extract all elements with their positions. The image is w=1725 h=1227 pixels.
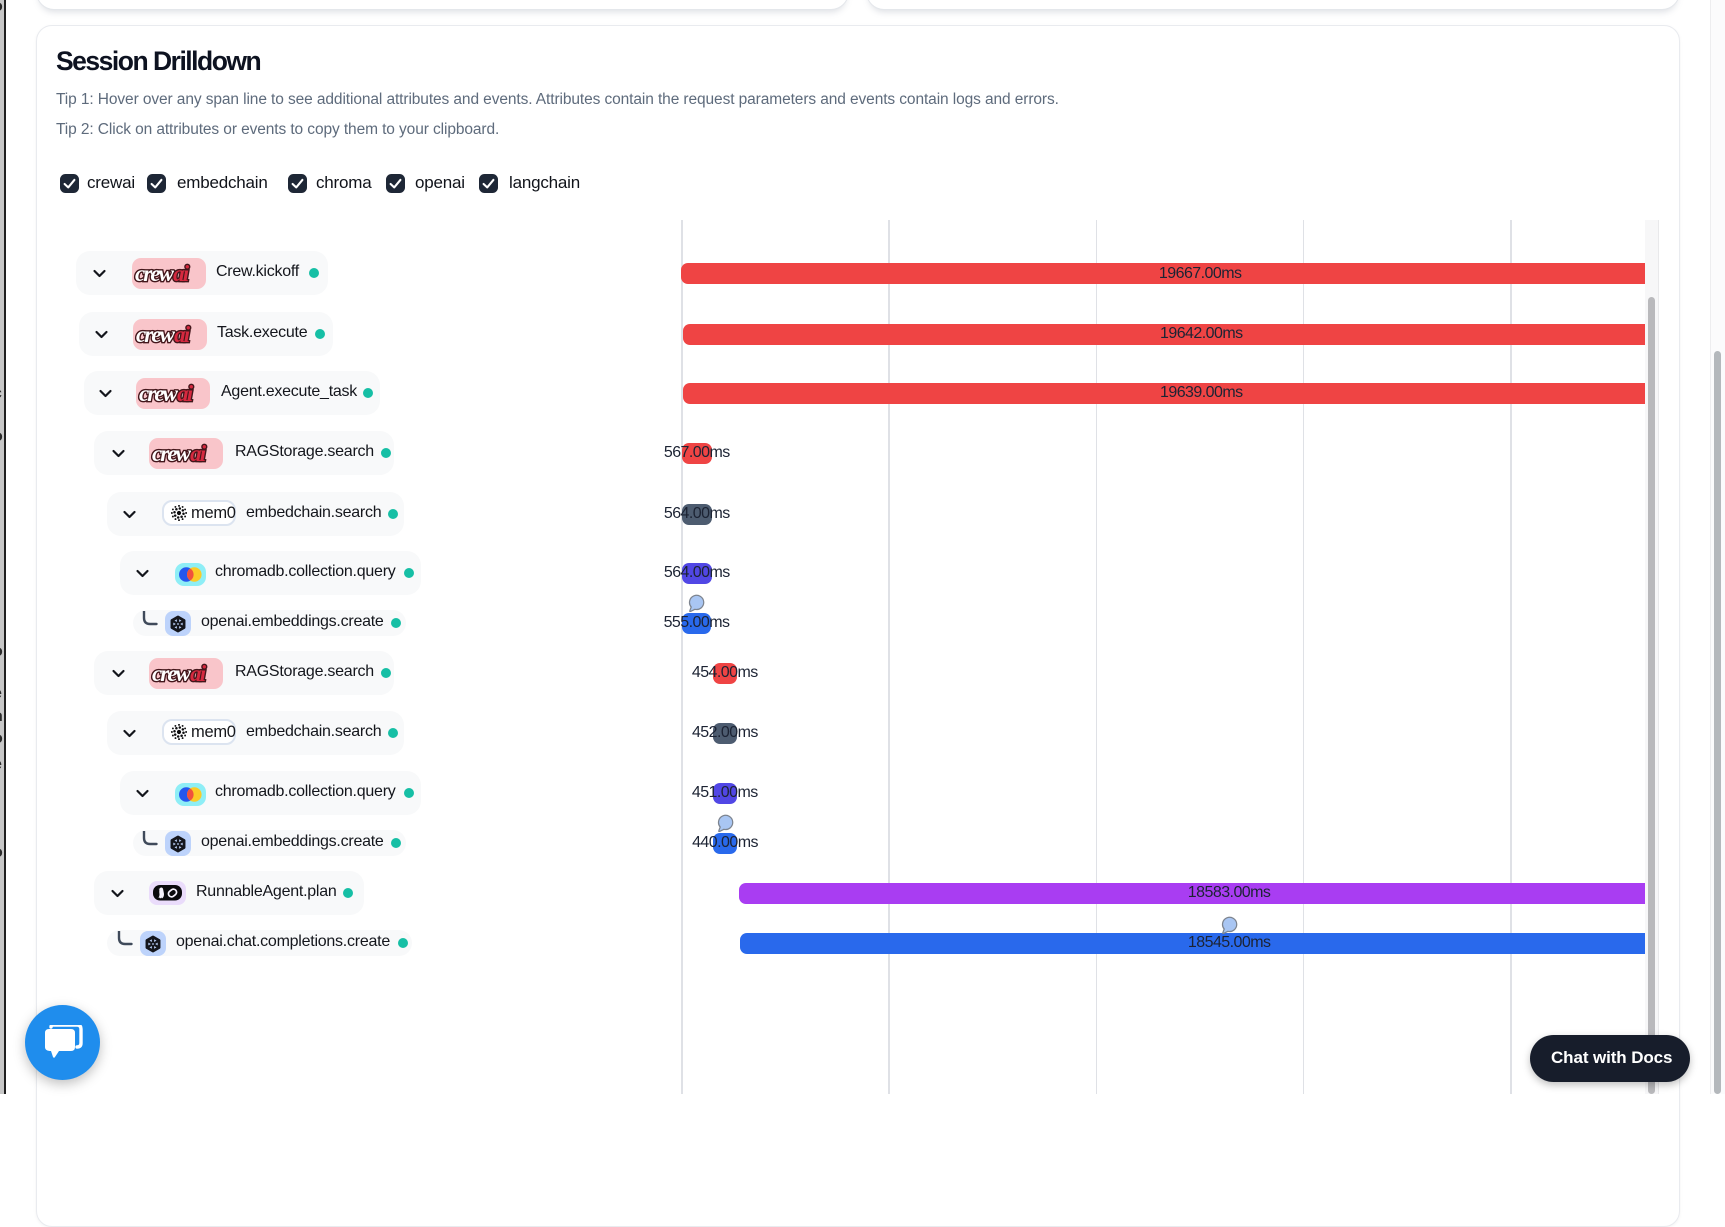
- svg-text:crewai: crewai: [152, 661, 207, 686]
- svg-text:crewai: crewai: [136, 322, 191, 347]
- svg-text:crewai: crewai: [135, 261, 190, 286]
- svg-text:crewai: crewai: [152, 441, 207, 466]
- svg-text:crewai: crewai: [139, 381, 194, 406]
